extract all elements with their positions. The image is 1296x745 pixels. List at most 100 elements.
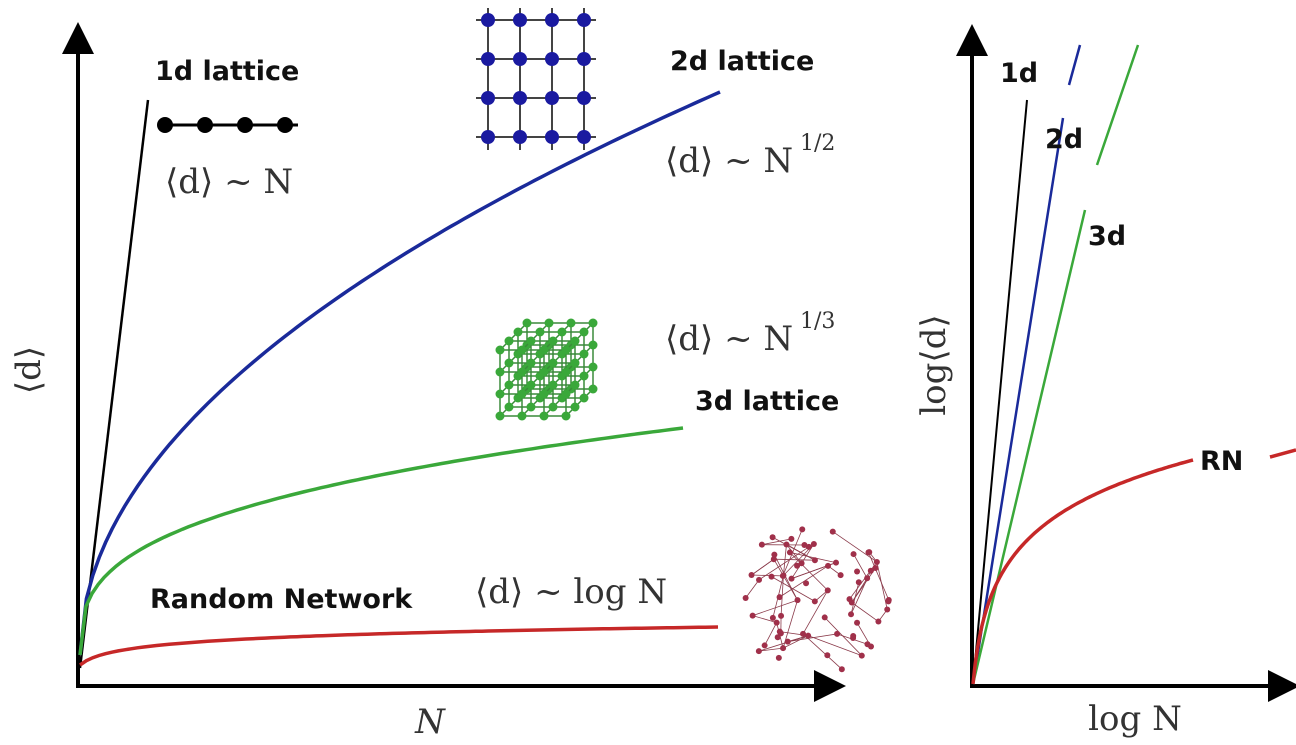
icon-part: [787, 633, 838, 642]
icon-part: [789, 552, 829, 591]
icon-part: [513, 91, 527, 105]
icon-part: [526, 380, 536, 390]
icon-part: [803, 580, 810, 587]
formula-2d: ⟨d⟩ ~ N: [665, 141, 793, 181]
icon-part: [866, 549, 873, 556]
icon-part: [808, 635, 862, 656]
icon-part: [851, 602, 879, 622]
icon-part: [517, 345, 527, 355]
icon-part: [481, 13, 495, 27]
icon-part: [769, 534, 776, 541]
icon-part: [758, 541, 765, 548]
icon-part: [788, 575, 795, 582]
icon-part: [854, 619, 861, 626]
icon-part: [773, 619, 780, 626]
icon-part: [775, 654, 782, 661]
icon-part: [854, 568, 861, 575]
icon-part: [157, 117, 173, 133]
icon-part: [821, 614, 828, 621]
icon-part: [561, 411, 571, 421]
icon-part: [548, 380, 558, 390]
line-3d: [971, 44, 1140, 685]
icon-part: [868, 552, 890, 601]
icon-part: [829, 528, 836, 535]
icon-part: [548, 358, 558, 368]
icon-part: [745, 579, 760, 599]
icon-part: [579, 371, 589, 381]
icon-part: [504, 380, 514, 390]
icon-part: [776, 594, 783, 601]
icon-part: [771, 576, 816, 602]
curve-2d: [78, 90, 721, 656]
icons: [157, 8, 892, 673]
left-panel: ⟨d⟩ N 1d lattice ⟨d⟩ ~ N 2d lattice ⟨d⟩ …: [9, 8, 892, 742]
icon-part: [787, 635, 809, 642]
icon-part: [545, 52, 559, 66]
icon-part: [867, 567, 874, 574]
y-axis-label-right: log⟨d⟩: [914, 314, 954, 415]
icon-part: [517, 411, 527, 421]
label-rn-right: RN: [1200, 446, 1243, 477]
icon-part: [810, 541, 817, 548]
icon-part: [579, 393, 589, 403]
icon-part: [517, 367, 527, 377]
icon-part: [526, 358, 536, 368]
icon-part: [837, 572, 844, 579]
icon-part: [780, 575, 784, 616]
icon-part: [548, 402, 558, 412]
icon-part: [780, 645, 787, 652]
icon-part: [561, 367, 571, 377]
icon-part: [783, 541, 790, 548]
icon-part: [764, 622, 778, 646]
icon-part: [800, 630, 807, 637]
icon-part: [577, 91, 591, 105]
x-axis-label-right: log N: [1088, 699, 1182, 739]
icon-part: [825, 562, 832, 569]
icon-part: [570, 380, 580, 390]
icon-part: [749, 612, 756, 619]
icon-part: [783, 544, 787, 576]
right-panel: log⟨d⟩ log N 1d 2d 3d RN: [914, 24, 1296, 739]
line-rn: [971, 458, 1194, 685]
icon-part: [751, 558, 775, 576]
line-2d: [971, 44, 1082, 685]
icon-part: [561, 389, 571, 399]
icon-part: [513, 13, 527, 27]
icon-part: [824, 617, 863, 656]
icon-part: [513, 327, 523, 337]
icon-part: [579, 327, 589, 337]
icon-part: [504, 336, 514, 346]
icon-part: [770, 556, 777, 563]
label-1d-right: 1d: [1000, 58, 1038, 89]
icon-part: [751, 574, 783, 577]
x-axis-label: N: [414, 702, 446, 742]
icon-part: [513, 52, 527, 66]
icon-part: [495, 389, 505, 399]
icon-part: [756, 576, 763, 583]
icon-part: [504, 358, 514, 368]
icon-part: [884, 606, 891, 613]
formula-3d: ⟨d⟩ ~ N: [665, 319, 793, 359]
icon-part: [850, 551, 857, 558]
icon-part: [588, 384, 598, 394]
icon-part: [539, 345, 549, 355]
y-axis-label: ⟨d⟩: [9, 346, 49, 394]
icon-part: [851, 577, 868, 603]
label-random: Random Network: [150, 584, 413, 615]
icon-part: [752, 615, 777, 624]
line-1d: [972, 99, 1028, 685]
icon-part: [545, 91, 559, 105]
icon-part: [824, 652, 831, 659]
icon-part: [570, 358, 580, 368]
icon-part: [867, 643, 874, 650]
icon-part: [832, 531, 878, 563]
icon-part: [577, 13, 591, 27]
icon-part: [758, 546, 810, 581]
icon-part: [885, 598, 892, 605]
icon-part: [495, 411, 505, 421]
exponent-3d: 1/3: [800, 309, 835, 334]
icon-part: [773, 558, 798, 601]
icon-part: [811, 557, 818, 564]
curve-3d: [78, 426, 684, 656]
icon-part: [872, 564, 879, 571]
